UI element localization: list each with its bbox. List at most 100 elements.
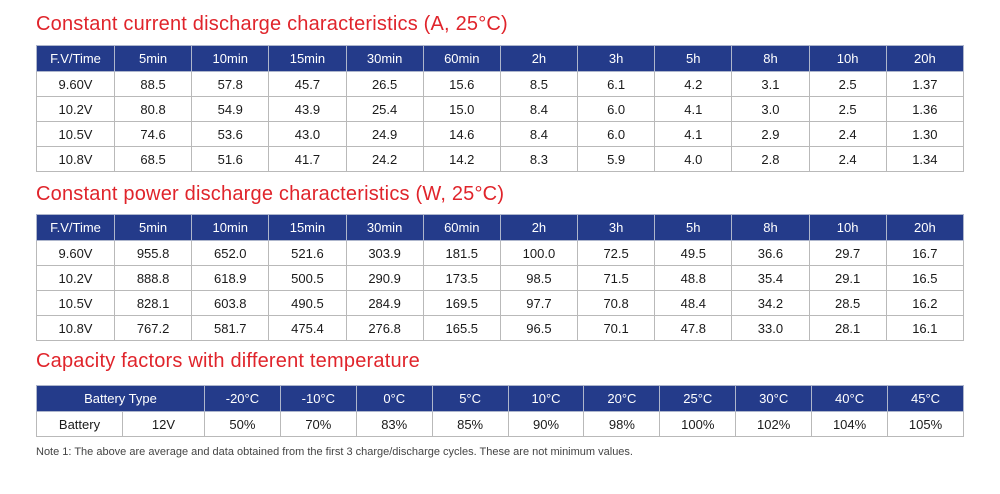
time-header: 60min [422, 45, 501, 72]
value-cell: 3.0 [731, 96, 810, 122]
voltage-cell: 10.5V [36, 121, 115, 147]
value-cell: 284.9 [345, 290, 424, 316]
value-cell: 57.8 [191, 71, 270, 97]
time-header: 8h [731, 45, 810, 72]
value-cell: 475.4 [268, 315, 347, 341]
capacity-value-cell: 98% [583, 411, 661, 437]
value-cell: 74.6 [113, 121, 193, 147]
value-cell: 70.1 [577, 315, 656, 341]
temperature-header: 5°C [431, 385, 509, 412]
value-cell: 181.5 [422, 240, 501, 266]
value-cell: 603.8 [191, 290, 270, 316]
value-cell: 15.6 [422, 71, 501, 97]
value-cell: 8.4 [499, 121, 579, 147]
value-cell: 29.1 [808, 265, 887, 291]
temperature-header: -10°C [279, 385, 357, 412]
voltage-cell: 10.2V [36, 96, 115, 122]
table-row: 9.60V 88.5 57.8 45.7 26.5 15.6 8.5 6.1 4.2 3.1 2.5… [36, 71, 965, 97]
value-cell: 165.5 [422, 315, 501, 341]
value-cell: 41.7 [268, 146, 347, 172]
value-cell: 29.7 [808, 240, 887, 266]
current-table-title: Constant current discharge characteristi… [36, 13, 508, 35]
time-header: 10min [191, 45, 270, 72]
value-cell: 16.5 [885, 265, 965, 291]
value-cell: 1.34 [885, 146, 965, 172]
capacity-value-cell: 102% [735, 411, 813, 437]
value-cell: 2.5 [808, 71, 887, 97]
value-cell: 8.5 [499, 71, 579, 97]
value-cell: 51.6 [191, 146, 270, 172]
value-cell: 1.37 [885, 71, 965, 97]
value-cell: 4.1 [654, 121, 733, 147]
capacity-value-cell: 104% [811, 411, 889, 437]
battery-label-cell: Battery [36, 411, 123, 437]
value-cell: 25.4 [345, 96, 424, 122]
capacity-value-cell: 83% [355, 411, 433, 437]
current-discharge-table: F.V/Time 5min 10min 15min 30min 60min 2h 3h 5h 8h… [36, 45, 965, 172]
capacity-value-cell: 90% [507, 411, 585, 437]
temperature-header: 40°C [811, 385, 889, 412]
value-cell: 652.0 [191, 240, 270, 266]
time-header: 10h [808, 214, 887, 241]
value-cell: 490.5 [268, 290, 347, 316]
value-cell: 96.5 [499, 315, 579, 341]
value-cell: 828.1 [113, 290, 193, 316]
time-header: 8h [731, 214, 810, 241]
value-cell: 173.5 [422, 265, 501, 291]
value-cell: 72.5 [577, 240, 656, 266]
temperature-header: 30°C [735, 385, 813, 412]
value-cell: 2.4 [808, 121, 887, 147]
value-cell: 16.7 [885, 240, 965, 266]
time-header: 15min [268, 214, 347, 241]
power-table-title: Constant power discharge characteristics… [36, 183, 505, 205]
battery-voltage-cell: 12V [122, 411, 205, 437]
voltage-cell: 10.5V [36, 290, 115, 316]
value-cell: 80.8 [113, 96, 193, 122]
battery-type-header: Battery Type [36, 385, 205, 412]
value-cell: 97.7 [499, 290, 579, 316]
capacity-value-cell: 100% [659, 411, 737, 437]
temperature-header: -20°C [204, 385, 281, 412]
voltage-cell: 10.8V [36, 146, 115, 172]
table-row: 10.5V 828.1 603.8 490.5 284.9 169.5 97.7 70.8 48… [36, 290, 965, 316]
value-cell: 521.6 [268, 240, 347, 266]
value-cell: 6.0 [577, 121, 656, 147]
time-header: 2h [499, 214, 579, 241]
value-cell: 955.8 [113, 240, 193, 266]
time-header: 5h [654, 214, 733, 241]
voltage-cell: 9.60V [36, 71, 115, 97]
value-cell: 26.5 [345, 71, 424, 97]
value-cell: 28.5 [808, 290, 887, 316]
value-cell: 47.8 [654, 315, 733, 341]
time-header: 3h [577, 214, 656, 241]
table-row: 10.2V 80.8 54.9 43.9 25.4 15.0 8.4 6.0 4.1 3.0 2.5… [36, 96, 965, 122]
value-cell: 618.9 [191, 265, 270, 291]
value-cell: 4.1 [654, 96, 733, 122]
value-cell: 303.9 [345, 240, 424, 266]
footnote: Note 1: The above are average and data o… [36, 446, 633, 458]
value-cell: 88.5 [113, 71, 193, 97]
value-cell: 24.2 [345, 146, 424, 172]
time-header: 5min [113, 45, 193, 72]
value-cell: 2.4 [808, 146, 887, 172]
power-discharge-table: F.V/Time 5min 10min 15min 30min 60min 2h 3h 5h 8h… [36, 214, 965, 341]
table-row: Battery 12V 50% 70% 83% 85% 90% 98% 100% 102% 10… [36, 411, 964, 437]
time-header: 20h [885, 214, 965, 241]
value-cell: 6.1 [577, 71, 656, 97]
table-header-row: F.V/Time 5min 10min 15min 30min 60min 2h 3h 5h 8h… [36, 45, 965, 72]
capacity-value-cell: 50% [204, 411, 281, 437]
value-cell: 500.5 [268, 265, 347, 291]
value-cell: 70.8 [577, 290, 656, 316]
table-row: 10.8V 767.2 581.7 475.4 276.8 165.5 96.5 70.1 47… [36, 315, 965, 341]
value-cell: 14.6 [422, 121, 501, 147]
capacity-value-cell: 105% [887, 411, 964, 437]
value-cell: 53.6 [191, 121, 270, 147]
value-cell: 1.36 [885, 96, 965, 122]
value-cell: 3.1 [731, 71, 810, 97]
voltage-cell: 10.2V [36, 265, 115, 291]
value-cell: 276.8 [345, 315, 424, 341]
value-cell: 54.9 [191, 96, 270, 122]
table-header-row: Battery Type -20°C -10°C 0°C 5°C 10°C 20°C 25°… [36, 385, 964, 412]
time-header: 3h [577, 45, 656, 72]
capacity-table-title: Capacity factors with different temperat… [36, 350, 420, 372]
